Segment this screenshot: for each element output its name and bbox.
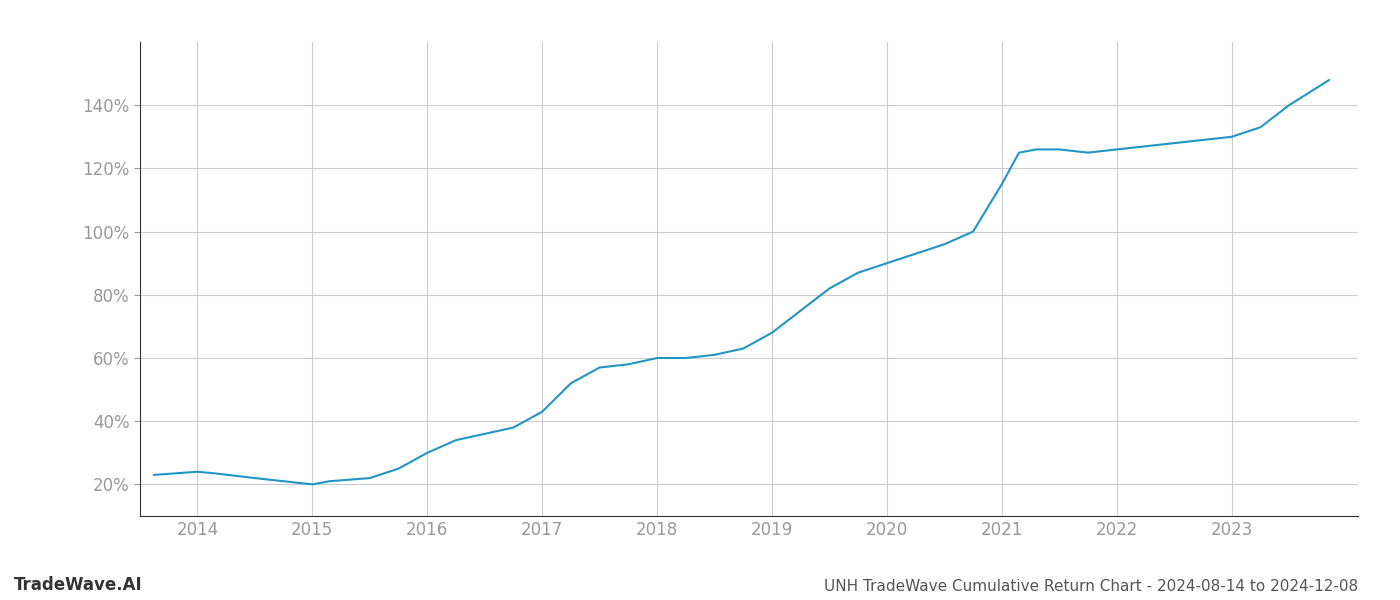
Text: UNH TradeWave Cumulative Return Chart - 2024-08-14 to 2024-12-08: UNH TradeWave Cumulative Return Chart - … [823, 579, 1358, 594]
Text: TradeWave.AI: TradeWave.AI [14, 576, 143, 594]
